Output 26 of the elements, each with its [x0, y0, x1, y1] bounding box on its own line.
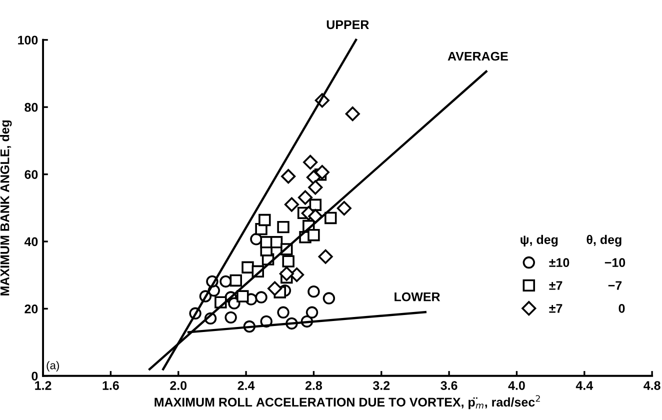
series-label: AVERAGE: [448, 52, 508, 61]
x-tick-label: 2.4: [238, 381, 255, 390]
legend-title: ψ, deg θ, deg: [520, 234, 622, 247]
y-tick-label: 80: [24, 102, 38, 112]
x-tick-label: 2.8: [305, 381, 322, 390]
series-label: UPPER: [326, 20, 369, 30]
x-tick-label: 4.4: [576, 381, 594, 390]
x-tick-label: 3.6: [440, 381, 458, 390]
legend-label: ±10 −10: [549, 258, 626, 268]
x-axis-title: MAXIMUM ROLL ACCELERATION DUE TO VORTEX, p̈$_{m}$, rad/sec$^{2}$: [154, 395, 540, 410]
y-axis-title: MAXIMUM BANK ANGLE, deg: [0, 120, 12, 296]
x-tick-label: 2.0: [170, 381, 187, 390]
x-tick-label: 4.8: [644, 381, 660, 390]
x-tick-label: 3.2: [372, 381, 390, 390]
y-tick-label: 0: [32, 372, 38, 381]
y-tick-label: 100: [18, 36, 38, 45]
x-tick-label: 1.6: [102, 381, 119, 390]
legend-label: ±7 −7: [549, 281, 622, 290]
series-label: LOWER: [394, 292, 440, 302]
annotation: (a): [46, 361, 59, 372]
x-tick-label: 4.0: [508, 381, 525, 390]
y-tick-label: 20: [24, 304, 38, 314]
x-tick-label: 1.2: [35, 381, 52, 390]
legend-label: ±7 0: [549, 304, 625, 313]
y-tick-label: 60: [24, 170, 38, 179]
y-tick-label: 40: [24, 237, 38, 246]
